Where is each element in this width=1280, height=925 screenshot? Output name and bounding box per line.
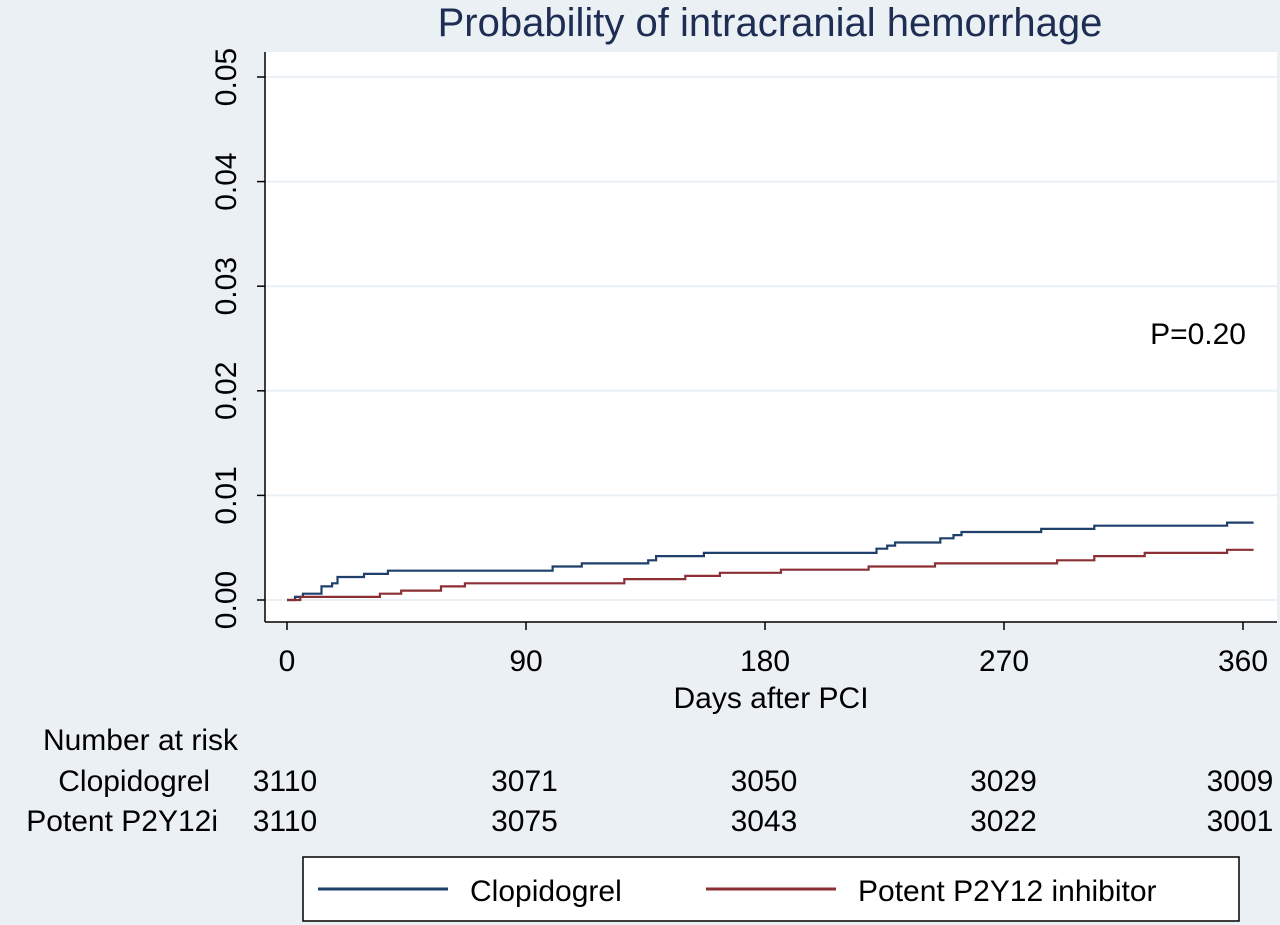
risk-row-label-clopidogrel: Clopidogrel	[58, 765, 210, 798]
y-tick-label: 0.00	[210, 571, 243, 629]
risk-value: 3075	[491, 805, 558, 838]
legend-label-clopidogrel: Clopidogrel	[470, 875, 622, 908]
y-tick-label: 0.05	[210, 48, 243, 106]
risk-value: 3001	[1207, 805, 1274, 838]
chart-title: Probability of intracranial hemorrhage	[438, 1, 1103, 45]
legend-label-potent: Potent P2Y12 inhibitor	[858, 875, 1157, 908]
x-tick-label: 90	[509, 645, 542, 678]
risk-values: 3110 3071 3050 3029 3009 3110 3075 3043 3022 3001	[253, 765, 1274, 838]
risk-value: 3071	[491, 765, 558, 798]
x-axis-ticks: 0 90 180 270 360	[279, 622, 1268, 678]
y-tick-label: 0.03	[210, 257, 243, 315]
y-tick-label: 0.04	[210, 152, 243, 210]
gridlines	[265, 76, 1277, 601]
y-tick-label: 0.01	[210, 466, 243, 524]
y-tick-label: 0.02	[210, 362, 243, 420]
legend: Clopidogrel Potent P2Y12 inhibitor	[302, 856, 1240, 922]
risk-value: 3050	[731, 765, 798, 798]
x-axis-label: Days after PCI	[673, 682, 868, 715]
x-tick-label: 0	[279, 645, 296, 678]
p-value-annotation: P=0.20	[1150, 318, 1246, 351]
series-line-clopidogrel	[287, 521, 1254, 602]
risk-value: 3110	[253, 805, 318, 838]
x-tick-label: 270	[979, 645, 1029, 678]
x-tick-label: 360	[1218, 645, 1268, 678]
risk-row-label-potent: Potent P2Y12i	[26, 805, 218, 838]
plot-area	[265, 52, 1277, 622]
risk-value: 3043	[731, 805, 798, 838]
risk-table: Number at risk Clopidogrel Potent P2Y12i…	[26, 724, 1273, 838]
risk-table-header: Number at risk	[43, 724, 239, 757]
series-line-potent-p2y12	[287, 548, 1254, 602]
y-axis-ticks: 0.00 0.01 0.02 0.03 0.04 0.05	[210, 48, 265, 629]
risk-value: 3110	[253, 765, 318, 798]
risk-value: 3009	[1207, 765, 1274, 798]
series-layer	[287, 521, 1254, 602]
risk-value: 3029	[970, 765, 1037, 798]
x-tick-label: 180	[740, 645, 790, 678]
risk-value: 3022	[970, 805, 1037, 838]
